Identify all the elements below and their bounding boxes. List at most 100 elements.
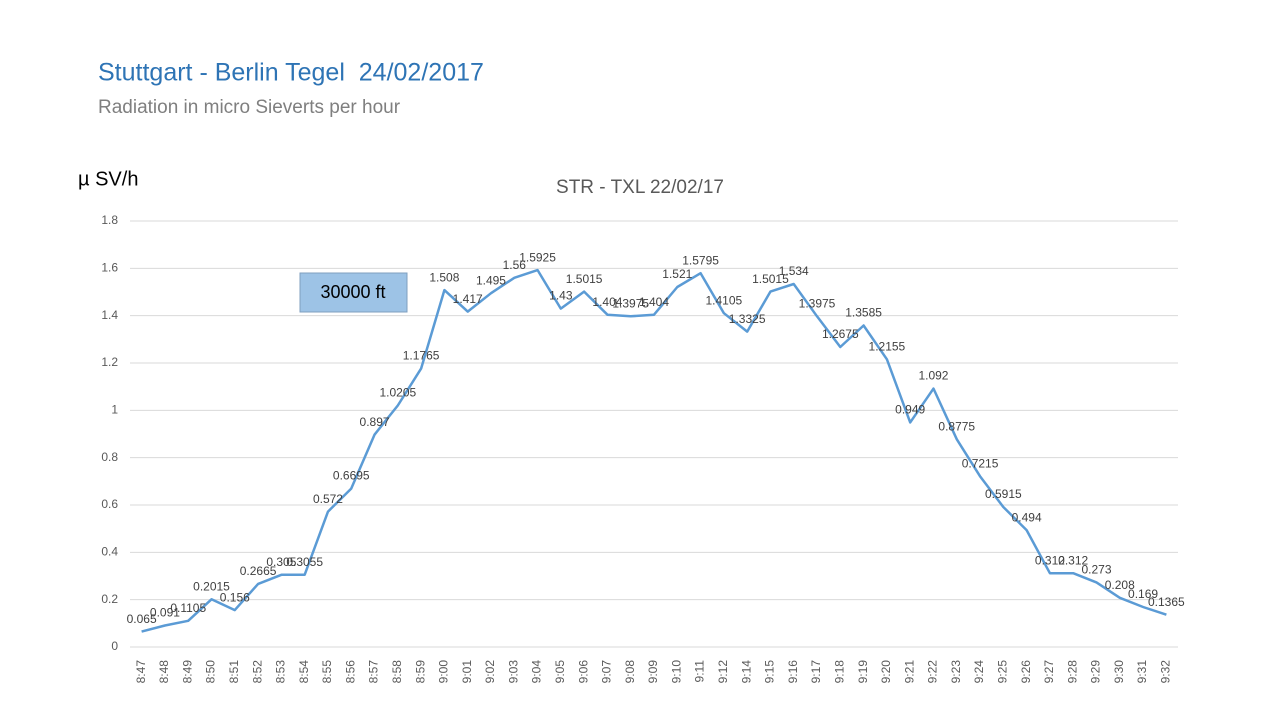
data-label: 1.3585 <box>845 306 882 320</box>
y-axis-label: µ SV/h <box>78 168 138 190</box>
data-label: 1.5015 <box>752 272 789 286</box>
data-label: 0.2665 <box>240 564 277 578</box>
data-label: 1.4105 <box>706 293 743 307</box>
y-tick-label: 0 <box>111 639 118 653</box>
y-tick-label: 0.4 <box>101 545 118 559</box>
data-label: 1.56 <box>503 258 527 272</box>
x-tick-label: 9:29 <box>1089 660 1103 684</box>
x-tick-label: 9:18 <box>832 660 846 684</box>
x-tick-label: 8:55 <box>320 660 334 684</box>
x-tick-label: 9:30 <box>1112 660 1126 684</box>
data-label: 0.572 <box>313 492 343 506</box>
data-label: 0.1365 <box>1148 595 1185 609</box>
x-tick-label: 9:16 <box>786 660 800 684</box>
y-tick-label: 1.8 <box>101 213 118 227</box>
y-tick-label: 0.6 <box>101 497 118 511</box>
data-label: 0.169 <box>1128 587 1158 601</box>
data-label: 1.3325 <box>729 312 766 326</box>
x-tick-label: 9:14 <box>739 660 753 684</box>
x-tick-label: 9:09 <box>646 660 660 684</box>
slide-subtitle: Radiation in micro Sieverts per hour <box>98 97 401 118</box>
x-tick-label: 9:10 <box>669 660 683 684</box>
x-tick-label: 9:01 <box>460 660 474 684</box>
data-label: 0.6695 <box>333 469 370 483</box>
x-tick-label: 9:28 <box>1065 660 1079 684</box>
data-label: 1.2675 <box>822 327 859 341</box>
x-tick-label: 8:52 <box>250 660 264 684</box>
x-tick-label: 9:23 <box>949 660 963 684</box>
y-tick-label: 1.6 <box>101 261 118 275</box>
data-label: 1.5925 <box>519 250 556 264</box>
data-label: 0.1105 <box>170 601 206 615</box>
chart-title: STR - TXL 22/02/17 <box>556 177 724 198</box>
x-tick-label: 9:06 <box>576 660 590 684</box>
x-tick-label: 9:31 <box>1135 660 1149 684</box>
data-label: 0.2015 <box>193 579 230 593</box>
data-label: 0.305 <box>266 555 296 569</box>
x-tick-label: 9:20 <box>879 660 893 684</box>
data-label: 1.3975 <box>799 296 836 310</box>
data-label: 0.312 <box>1035 553 1065 567</box>
x-tick-label: 9:24 <box>972 660 986 684</box>
x-tick-label: 9:07 <box>600 660 614 684</box>
x-tick-label: 9:03 <box>506 660 520 684</box>
x-tick-label: 8:54 <box>297 660 311 684</box>
x-tick-label: 9:04 <box>530 660 544 684</box>
x-tick-label: 9:02 <box>483 660 497 684</box>
x-tick-label: 8:58 <box>390 660 404 684</box>
data-label: 1.2155 <box>869 340 906 354</box>
data-label: 1.5795 <box>682 253 719 267</box>
data-line <box>141 268 1167 633</box>
data-label: 1.417 <box>453 292 483 306</box>
x-tick-label: 9:21 <box>902 660 916 684</box>
data-label: 1.404 <box>639 295 669 309</box>
y-tick-label: 1.4 <box>101 308 118 322</box>
x-tick-label: 9:26 <box>1019 660 1033 684</box>
x-tick-label: 8:56 <box>343 660 357 684</box>
data-label: 1.404 <box>592 295 622 309</box>
data-label: 1.508 <box>429 270 459 284</box>
data-label: 1.092 <box>918 369 948 383</box>
slide-title: Stuttgart - Berlin Tegel 24/02/2017 <box>98 59 484 87</box>
annotation-box <box>299 272 408 313</box>
x-tick-label: 9:08 <box>623 660 637 684</box>
x-tick-label: 9:22 <box>926 660 940 684</box>
data-label: 1.0205 <box>379 386 416 400</box>
y-tick-label: 0.8 <box>101 450 118 464</box>
annotation: 30000 ft <box>320 282 385 302</box>
data-label: 1.495 <box>476 273 506 287</box>
data-label: 1.3975 <box>612 296 649 310</box>
data-label: 0.494 <box>1012 510 1042 524</box>
y-tick-label: 0.2 <box>101 592 118 606</box>
data-label: 0.091 <box>150 606 180 620</box>
data-label: 1.534 <box>779 264 809 278</box>
x-tick-label: 9:25 <box>996 660 1010 684</box>
data-label: 0.312 <box>1058 553 1088 567</box>
data-label: 0.208 <box>1105 578 1135 592</box>
x-tick-label: 9:17 <box>809 660 823 684</box>
x-tick-label: 8:50 <box>204 660 218 684</box>
x-tick-label: 8:53 <box>274 660 288 684</box>
x-tick-label: 8:48 <box>157 660 171 684</box>
x-tick-label: 9:15 <box>763 660 777 684</box>
data-label: 0.8775 <box>938 419 975 433</box>
data-label: 0.897 <box>360 415 390 429</box>
x-tick-label: 8:59 <box>413 660 427 684</box>
data-label: 0.7215 <box>962 456 999 470</box>
x-tick-label: 9:11 <box>693 660 707 683</box>
x-tick-label: 9:19 <box>856 660 870 684</box>
data-label: 1.5015 <box>566 272 603 286</box>
x-tick-label: 8:49 <box>180 660 194 684</box>
y-tick-label: 1 <box>111 403 118 417</box>
y-tick-label: 1.2 <box>101 355 118 369</box>
data-label: 0.065 <box>127 612 157 626</box>
data-label: 1.1765 <box>403 349 440 363</box>
data-label: 1.43 <box>549 289 573 303</box>
data-label: 0.949 <box>895 403 925 417</box>
x-tick-label: 8:57 <box>367 660 381 684</box>
x-tick-label: 9:12 <box>716 660 730 684</box>
data-label: 1.521 <box>662 267 692 281</box>
x-tick-label: 8:51 <box>227 660 241 684</box>
data-label: 0.3055 <box>286 555 323 569</box>
x-tick-label: 9:27 <box>1042 660 1056 684</box>
